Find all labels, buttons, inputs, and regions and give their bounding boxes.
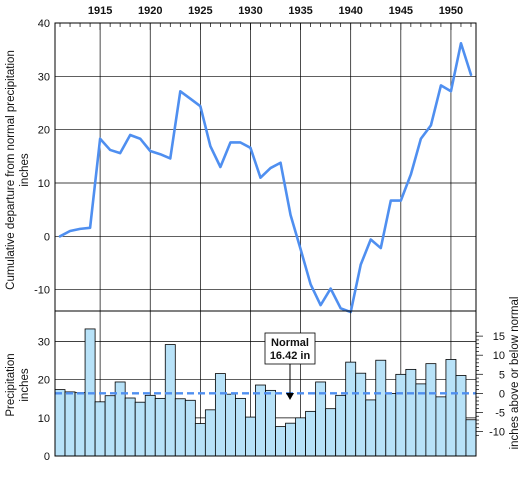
precipitation-bar (174, 398, 186, 457)
cumulative-departure-series (58, 41, 473, 314)
precipitation-bar (415, 383, 427, 457)
top-y-axis-title-line2: inches (19, 153, 31, 186)
normal-callout-label: Normal (271, 337, 309, 349)
bottom-y-tick-label: 0 (44, 451, 50, 463)
precipitation-bar (305, 410, 317, 457)
cumulative-departure-line (58, 41, 473, 314)
right-y-axis-title: inches above or below normal (509, 297, 521, 450)
precipitation-bar (104, 395, 116, 457)
precipitation-bar (395, 373, 407, 457)
precipitation-bar (154, 397, 166, 457)
precipitation-bar (275, 426, 286, 457)
right-axis-tick-label: 15 (493, 331, 505, 343)
precipitation-bar (164, 344, 176, 457)
top-y-tick-label: 10 (38, 178, 50, 190)
precipitation-bar (345, 361, 357, 457)
top-y-tick-label: -10 (34, 285, 50, 297)
year-tick-label: 1940 (338, 5, 362, 17)
precipitation-bar (204, 409, 216, 457)
precipitation-bar (225, 393, 236, 457)
bottom-y-tick-label: 30 (38, 337, 50, 349)
precipitation-bar (64, 391, 76, 457)
bottom-y-tick-label: 10 (38, 413, 50, 425)
precipitation-bar (455, 375, 467, 457)
precipitation-bar (144, 394, 156, 457)
precipitation-bar (425, 363, 437, 457)
precipitation-bar (124, 397, 136, 457)
year-tick-label: 1945 (389, 5, 413, 17)
year-tick-label: 1915 (88, 5, 112, 17)
precipitation-bar (435, 396, 447, 457)
precipitation-bar (94, 401, 106, 457)
precipitation-bar (285, 422, 296, 457)
bottom-y-axis-title-line2: inches (19, 368, 31, 401)
right-axis-tick-label: 10 (493, 350, 505, 362)
precipitation-bar (235, 397, 246, 457)
precipitation-bar (74, 392, 86, 457)
year-tick-label: 1935 (288, 5, 312, 17)
bottom-panel-frame (54, 310, 477, 457)
precipitation-bar (335, 394, 347, 457)
year-tick-label: 1930 (238, 5, 262, 17)
year-tick-label: 1925 (188, 5, 212, 17)
year-tick-label: 1950 (439, 5, 463, 17)
precipitation-bar (265, 389, 276, 457)
bottom-panel-tick-labels: 0 10 20 30 15 10 5 0 -5 -10 (38, 331, 505, 463)
precipitation-bar (134, 401, 146, 457)
precipitation-bar (375, 359, 387, 457)
precipitation-bar (184, 399, 196, 457)
normal-callout-box (264, 332, 316, 365)
precipitation-bar (365, 399, 377, 457)
precipitation-bar (255, 384, 266, 457)
bottom-y-tick-label: 20 (38, 375, 50, 387)
right-axis-tick-label: -5 (495, 407, 505, 419)
top-y-tick-label: 0 (44, 231, 50, 243)
annual-precipitation-bars (54, 328, 477, 457)
top-y-tick-label: 30 (38, 71, 50, 83)
top-y-axis-title-line1: Cumulative departure from normal precipi… (5, 50, 17, 290)
bottom-y-axis-title-line1: Precipitation (5, 353, 17, 416)
top-y-tick-label: 20 (38, 125, 50, 137)
precipitation-bar (405, 368, 417, 457)
precipitation-bar (445, 359, 457, 457)
precipitation-bar (245, 416, 256, 457)
precipitation-bar (194, 423, 206, 457)
year-tick-label: 1920 (138, 5, 162, 17)
precipitation-bar (54, 389, 66, 457)
top-panel-ticks (59, 23, 472, 30)
precipitation-bar (465, 419, 477, 457)
precipitation-bar (355, 372, 367, 457)
top-panel-tick-labels: 40 30 20 10 0 -10 1915 1920 1925 1930 1935 1940 1945… (34, 5, 463, 297)
right-axis-tick-label: 0 (499, 388, 505, 400)
precipitation-bar (325, 408, 337, 457)
precipitation-bar (214, 373, 226, 457)
normal-callout-value: 16.42 in (270, 350, 311, 362)
precipitation-bar (385, 393, 397, 457)
right-axis-tick-label: 5 (499, 369, 505, 381)
precipitation-bar (295, 417, 306, 457)
normal-callout-arrow-head (286, 393, 294, 400)
top-y-tick-label: 40 (38, 18, 50, 30)
right-axis-tick-label: -10 (489, 427, 505, 439)
